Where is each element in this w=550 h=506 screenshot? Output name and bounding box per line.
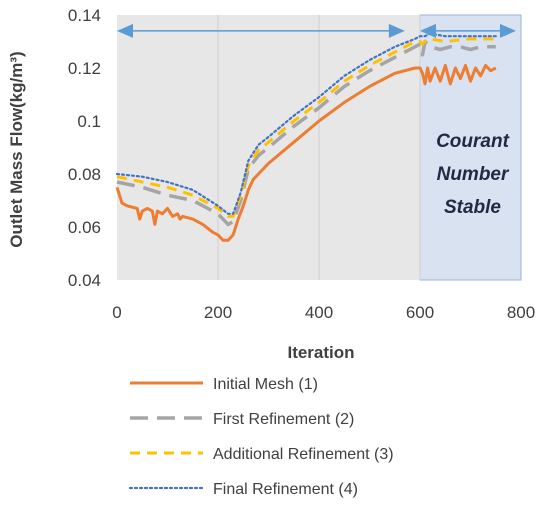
legend-entry: Initial Mesh (1)	[130, 376, 318, 393]
y-tick-label: 0.14	[68, 6, 101, 25]
region-label-line: Number	[437, 164, 510, 185]
stable-region-label: Courant Number Stable	[436, 131, 510, 218]
y-tick-label: 0.08	[68, 165, 101, 184]
legend-label: First Refinement (2)	[213, 411, 354, 428]
x-tick-label: 400	[305, 303, 333, 322]
x-tick-label: 800	[507, 303, 535, 322]
x-tick-label: 0	[112, 303, 121, 322]
y-axis-title: Outlet Mass Flow(kg/m³)	[7, 51, 26, 247]
legend-entry: Additional Refinement (3)	[130, 446, 394, 463]
stable-region	[419, 14, 522, 281]
region-label-line: Stable	[444, 197, 501, 218]
series-line-2	[116, 39, 496, 227]
double-arrow-1	[117, 23, 405, 38]
series-line-3	[116, 37, 496, 218]
legend-label: Additional Refinement (3)	[213, 446, 394, 463]
series-lines	[115, 32, 497, 242]
series-line-1	[115, 63, 497, 242]
legend-entry: First Refinement (2)	[130, 411, 354, 428]
y-tick-label: 0.06	[68, 218, 101, 237]
legend: Initial Mesh (1) First Refinement (2) Addi…	[128, 376, 394, 498]
y-tick-labels: 0.04 0.06 0.08 0.1 0.12 0.14	[68, 6, 101, 290]
legend-entry: Final Refinement (4)	[128, 481, 358, 498]
arrow-head-left	[117, 23, 133, 38]
double-arrow-2	[420, 23, 516, 38]
region-label-line: Courant	[436, 131, 510, 152]
arrow-head-left	[420, 23, 436, 38]
y-tick-label: 0.1	[77, 112, 101, 131]
x-tick-labels: 0 200 400 600 800	[112, 303, 535, 322]
x-axis-title: Iteration	[287, 343, 354, 362]
y-tick-label: 0.12	[68, 59, 101, 78]
shaded-region	[419, 14, 522, 281]
series-line-4	[115, 32, 497, 215]
arrow-head-right	[388, 23, 405, 38]
x-tick-label: 200	[204, 303, 232, 322]
x-tick-label: 600	[406, 303, 434, 322]
arrow-head-right	[499, 23, 516, 38]
y-tick-label: 0.04	[68, 271, 101, 290]
range-arrows	[117, 23, 516, 38]
legend-label: Final Refinement (4)	[213, 481, 358, 498]
legend-label: Initial Mesh (1)	[213, 376, 318, 393]
